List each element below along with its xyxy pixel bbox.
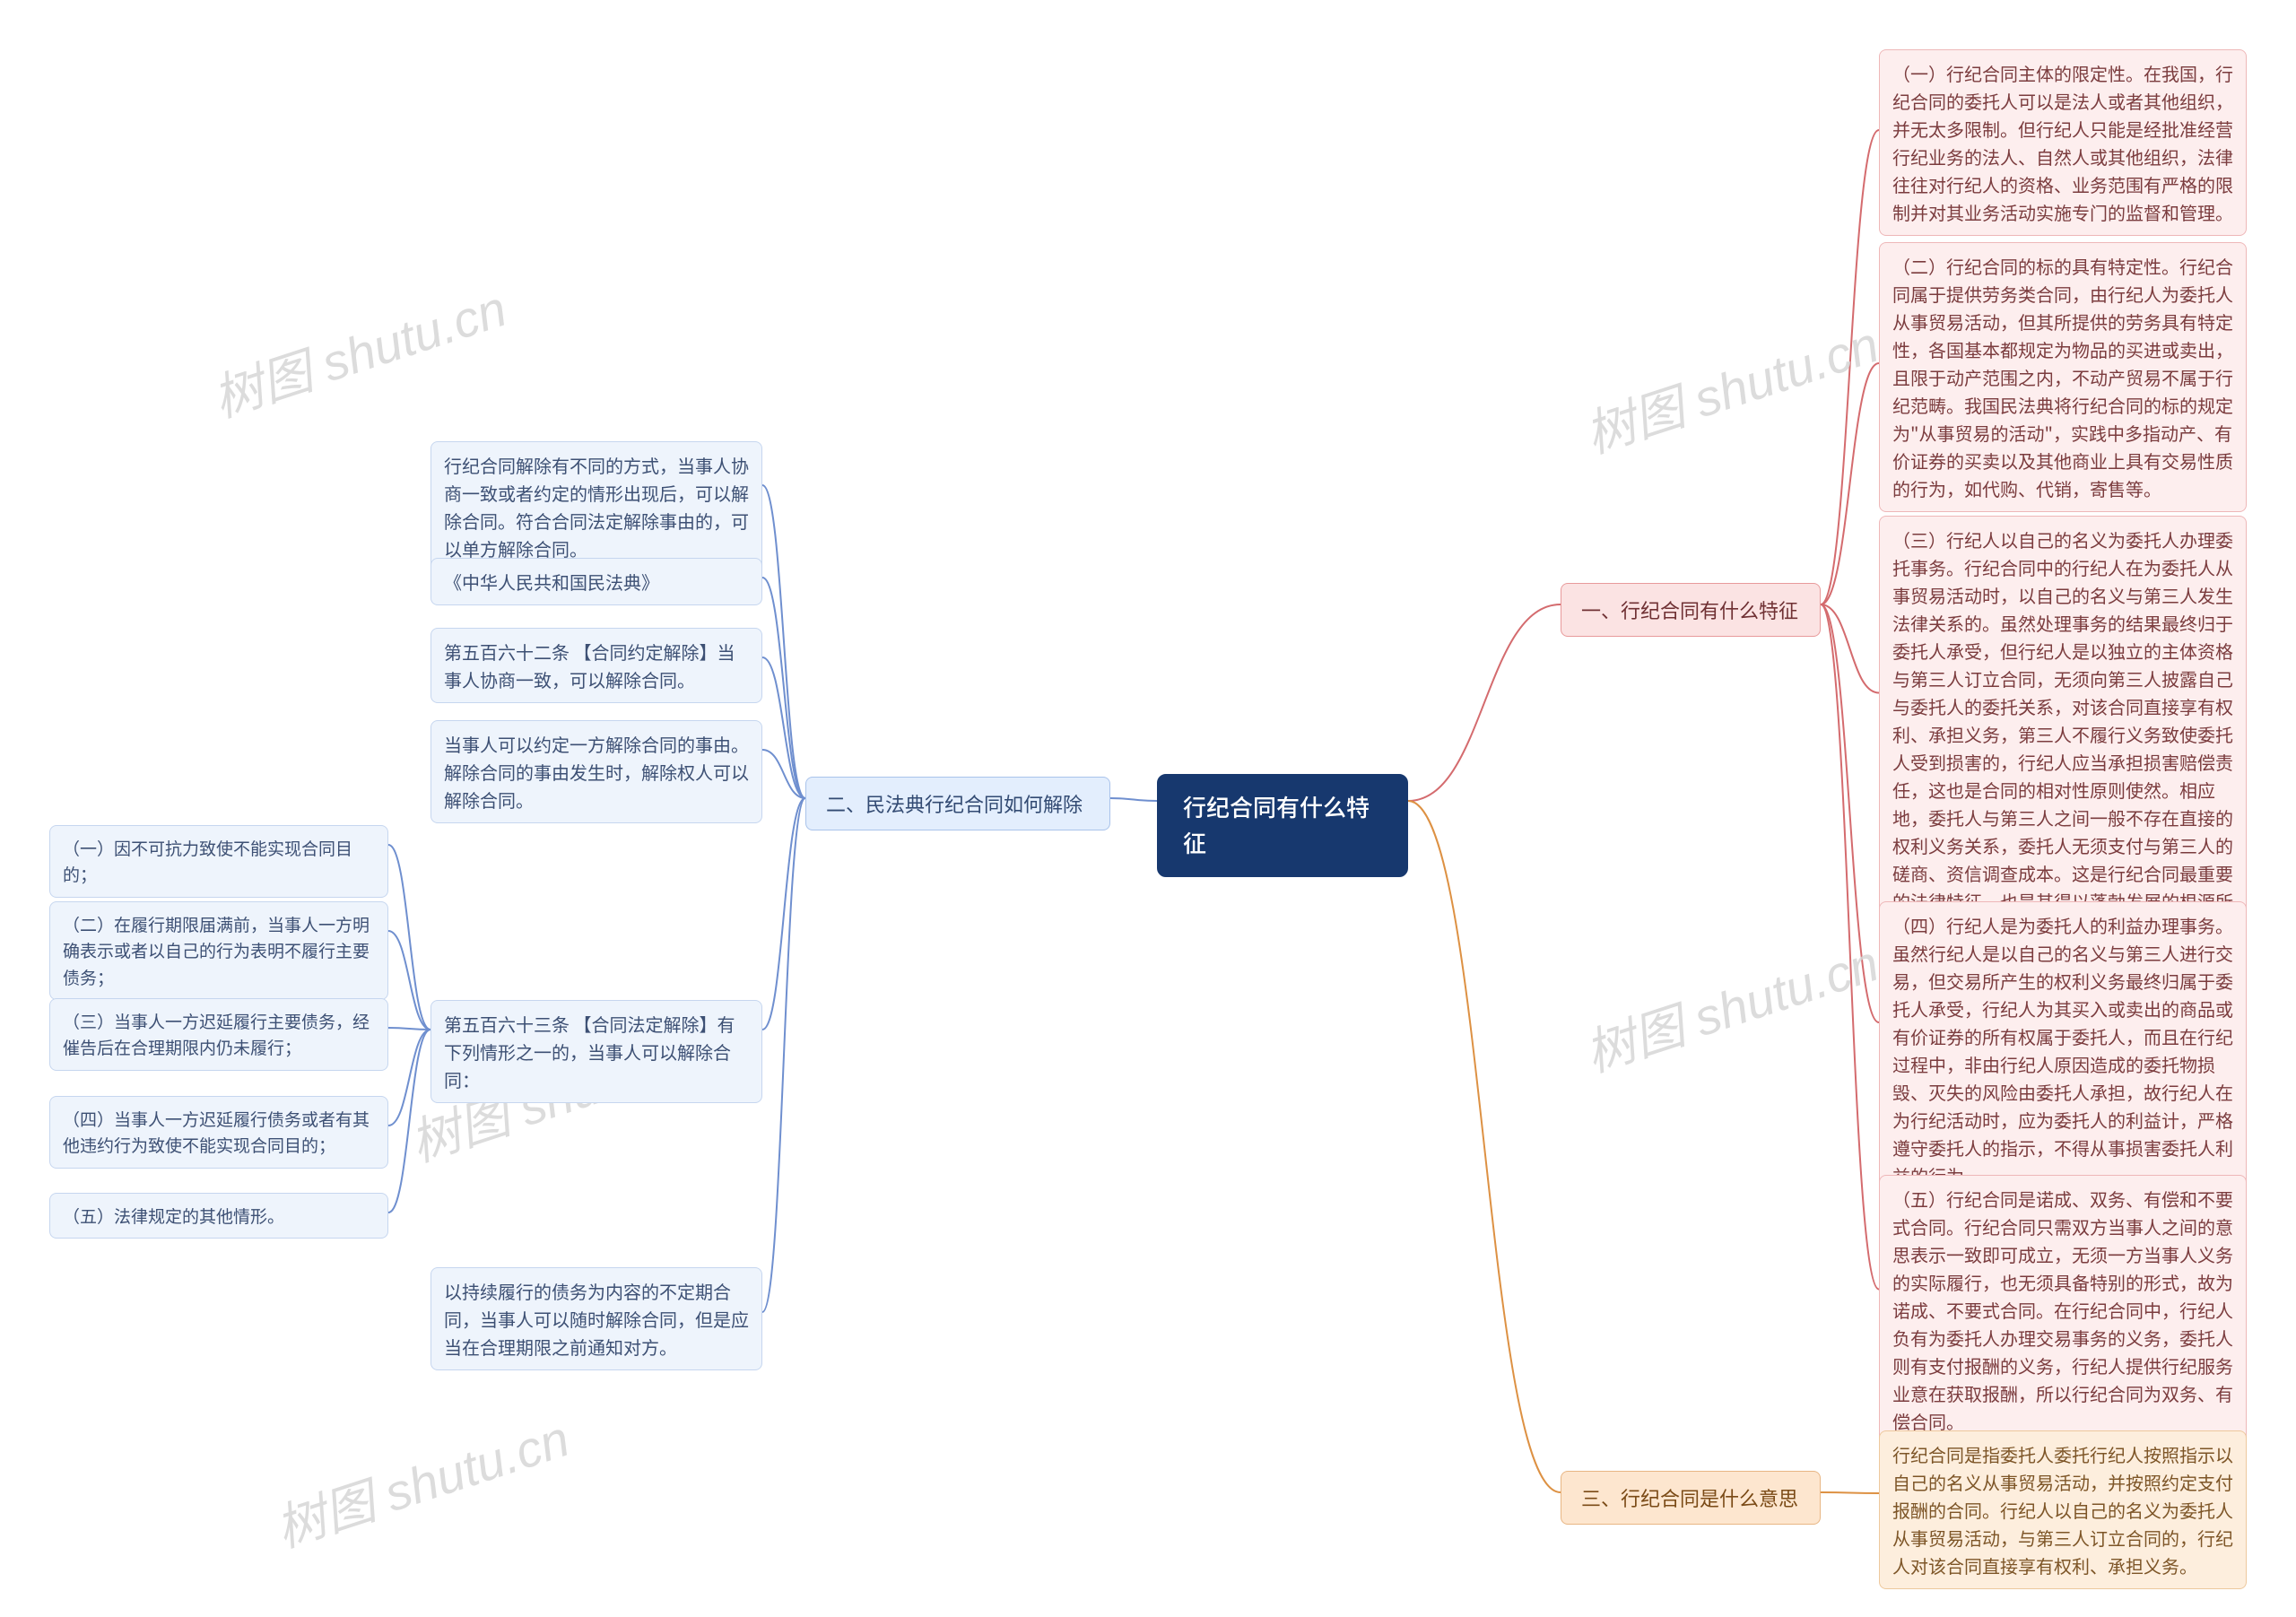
branch-1-child-3[interactable]: （四）行纪人是为委托人的利益办理事务。虽然行纪人是以自己的名义与第三人进行交易，… [1879,901,2247,1199]
watermark: 树图 shutu.cn [265,1399,578,1562]
branch-1-child-1[interactable]: （二）行纪合同的标的具有特定性。行纪合同属于提供劳务类合同，由行纪人为委托人从事… [1879,242,2247,512]
branch-2-gc-0[interactable]: （一）因不可抗力致使不能实现合同目的； [49,825,388,898]
branch-2-gc-2[interactable]: （三）当事人一方迟延履行主要债务，经催告后在合理期限内仍未履行； [49,998,388,1071]
branch-2-child-1[interactable]: 《中华人民共和国民法典》 [430,558,762,605]
branch-2-child-3[interactable]: 当事人可以约定一方解除合同的事由。解除合同的事由发生时，解除权人可以解除合同。 [430,720,762,823]
branch-2-child-4[interactable]: 第五百六十三条 【合同法定解除】有下列情形之一的，当事人可以解除合同： [430,1000,762,1103]
watermark: 树图 shutu.cn [1575,305,1887,468]
root-node[interactable]: 行纪合同有什么特征 [1157,774,1408,877]
branch-1[interactable]: 一、行纪合同有什么特征 [1561,583,1821,637]
branch-2-gc-3[interactable]: （四）当事人一方迟延履行债务或者有其他违约行为致使不能实现合同目的； [49,1096,388,1169]
branch-3-child-0[interactable]: 行纪合同是指委托人委托行纪人按照指示以自己的名义从事贸易活动，并按照约定支付报酬… [1879,1430,2247,1589]
watermark: 树图 shutu.cn [1575,924,1887,1087]
branch-1-child-0[interactable]: （一）行纪合同主体的限定性。在我国，行纪合同的委托人可以是法人或者其他组织，并无… [1879,49,2247,236]
branch-2-gc-1[interactable]: （二）在履行期限届满前，当事人一方明确表示或者以自己的行为表明不履行主要债务； [49,901,388,1000]
branch-3[interactable]: 三、行纪合同是什么意思 [1561,1471,1821,1525]
branch-2-child-2[interactable]: 第五百六十二条 【合同约定解除】当事人协商一致，可以解除合同。 [430,628,762,703]
branch-1-child-4[interactable]: （五）行纪合同是诺成、双务、有偿和不要式合同。行纪合同只需双方当事人之间的意思表… [1879,1175,2247,1445]
branch-2-child-0[interactable]: 行纪合同解除有不同的方式，当事人协商一致或者约定的情形出现后，可以解除合同。符合… [430,441,762,572]
branch-1-child-2[interactable]: （三）行纪人以自己的名义为委托人办理委托事务。行纪合同中的行纪人在为委托人从事贸… [1879,516,2247,952]
branch-2-gc-4[interactable]: （五）法律规定的其他情形。 [49,1193,388,1239]
watermark: 树图 shutu.cn [203,269,515,432]
branch-2-child-5[interactable]: 以持续履行的债务为内容的不定期合同，当事人可以随时解除合同，但是应当在合理期限之… [430,1267,762,1370]
mindmap-canvas: 树图 shutu.cn 树图 shutu.cn 树图 shutu.cn 树图 shut… [0,0,2296,1617]
branch-2[interactable]: 二、民法典行纪合同如何解除 [805,777,1110,830]
